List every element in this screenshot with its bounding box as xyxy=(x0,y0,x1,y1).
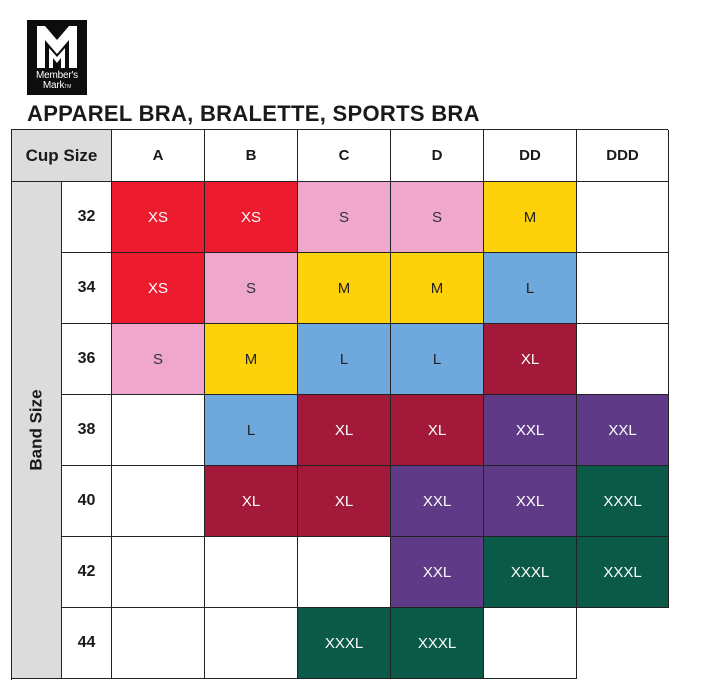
size-cell: XXL xyxy=(577,395,669,466)
size-chart-table: Cup Size A B C D DD DDD Band Size 32 XS XS S S M 34 XS… xyxy=(11,129,669,680)
band-40-header: 40 xyxy=(62,466,112,537)
size-cell: L xyxy=(484,253,577,324)
cup-header-d: D xyxy=(391,130,484,182)
cup-header-c: C xyxy=(298,130,391,182)
page-title: APPAREL BRA, BRALETTE, SPORTS BRA xyxy=(27,101,480,126)
size-cell: S xyxy=(391,182,484,253)
band-32-header: 32 xyxy=(62,182,112,253)
cup-header-dd: DD xyxy=(484,130,577,182)
band-size-label: Band Size xyxy=(26,389,46,471)
size-cell: S xyxy=(298,182,391,253)
size-cell: XS xyxy=(205,182,298,253)
size-cell: XXL xyxy=(391,537,484,608)
size-cell xyxy=(112,395,205,466)
cup-size-header: Cup Size xyxy=(12,130,112,182)
size-cell: XXXL xyxy=(298,608,391,679)
size-cell: XL xyxy=(484,324,577,395)
size-cell xyxy=(112,537,205,608)
size-cell: M xyxy=(484,182,577,253)
size-cell: L xyxy=(205,395,298,466)
size-cell xyxy=(205,537,298,608)
size-cell: M xyxy=(205,324,298,395)
band-34-header: 34 xyxy=(62,253,112,324)
size-cell: M xyxy=(298,253,391,324)
size-cell: XL xyxy=(298,466,391,537)
cup-header-ddd: DDD xyxy=(577,130,669,182)
band-42-header: 42 xyxy=(62,537,112,608)
size-cell: XXXL xyxy=(577,537,669,608)
size-cell: M xyxy=(391,253,484,324)
size-cell: XXXL xyxy=(484,537,577,608)
members-mark-logo: Member's MarkTM xyxy=(27,20,87,95)
size-cell xyxy=(484,608,577,679)
size-cell: S xyxy=(112,324,205,395)
size-cell: XL xyxy=(205,466,298,537)
band-36-header: 36 xyxy=(62,324,112,395)
size-cell: L xyxy=(298,324,391,395)
cup-header-b: B xyxy=(205,130,298,182)
mm-logo-icon xyxy=(37,26,77,68)
band-38-header: 38 xyxy=(62,395,112,466)
logo-line1: Member's xyxy=(36,70,78,81)
size-cell xyxy=(205,608,298,679)
band-44-header: 44 xyxy=(62,608,112,679)
logo-line2: MarkTM xyxy=(42,80,72,91)
size-cell: S xyxy=(205,253,298,324)
size-cell: XXXL xyxy=(577,466,669,537)
size-cell xyxy=(577,324,669,395)
size-cell xyxy=(577,182,669,253)
band-size-header: Band Size xyxy=(12,182,62,679)
size-cell: XXL xyxy=(484,395,577,466)
size-cell xyxy=(577,253,669,324)
size-cell: XL xyxy=(391,395,484,466)
size-cell: XXXL xyxy=(391,608,484,679)
size-cell: XXL xyxy=(484,466,577,537)
size-cell: L xyxy=(391,324,484,395)
cup-header-a: A xyxy=(112,130,205,182)
size-cell xyxy=(298,537,391,608)
size-cell: XL xyxy=(298,395,391,466)
size-cell xyxy=(112,608,205,679)
size-cell: XS xyxy=(112,253,205,324)
size-cell xyxy=(112,466,205,537)
size-cell: XS xyxy=(112,182,205,253)
size-cell: XXL xyxy=(391,466,484,537)
